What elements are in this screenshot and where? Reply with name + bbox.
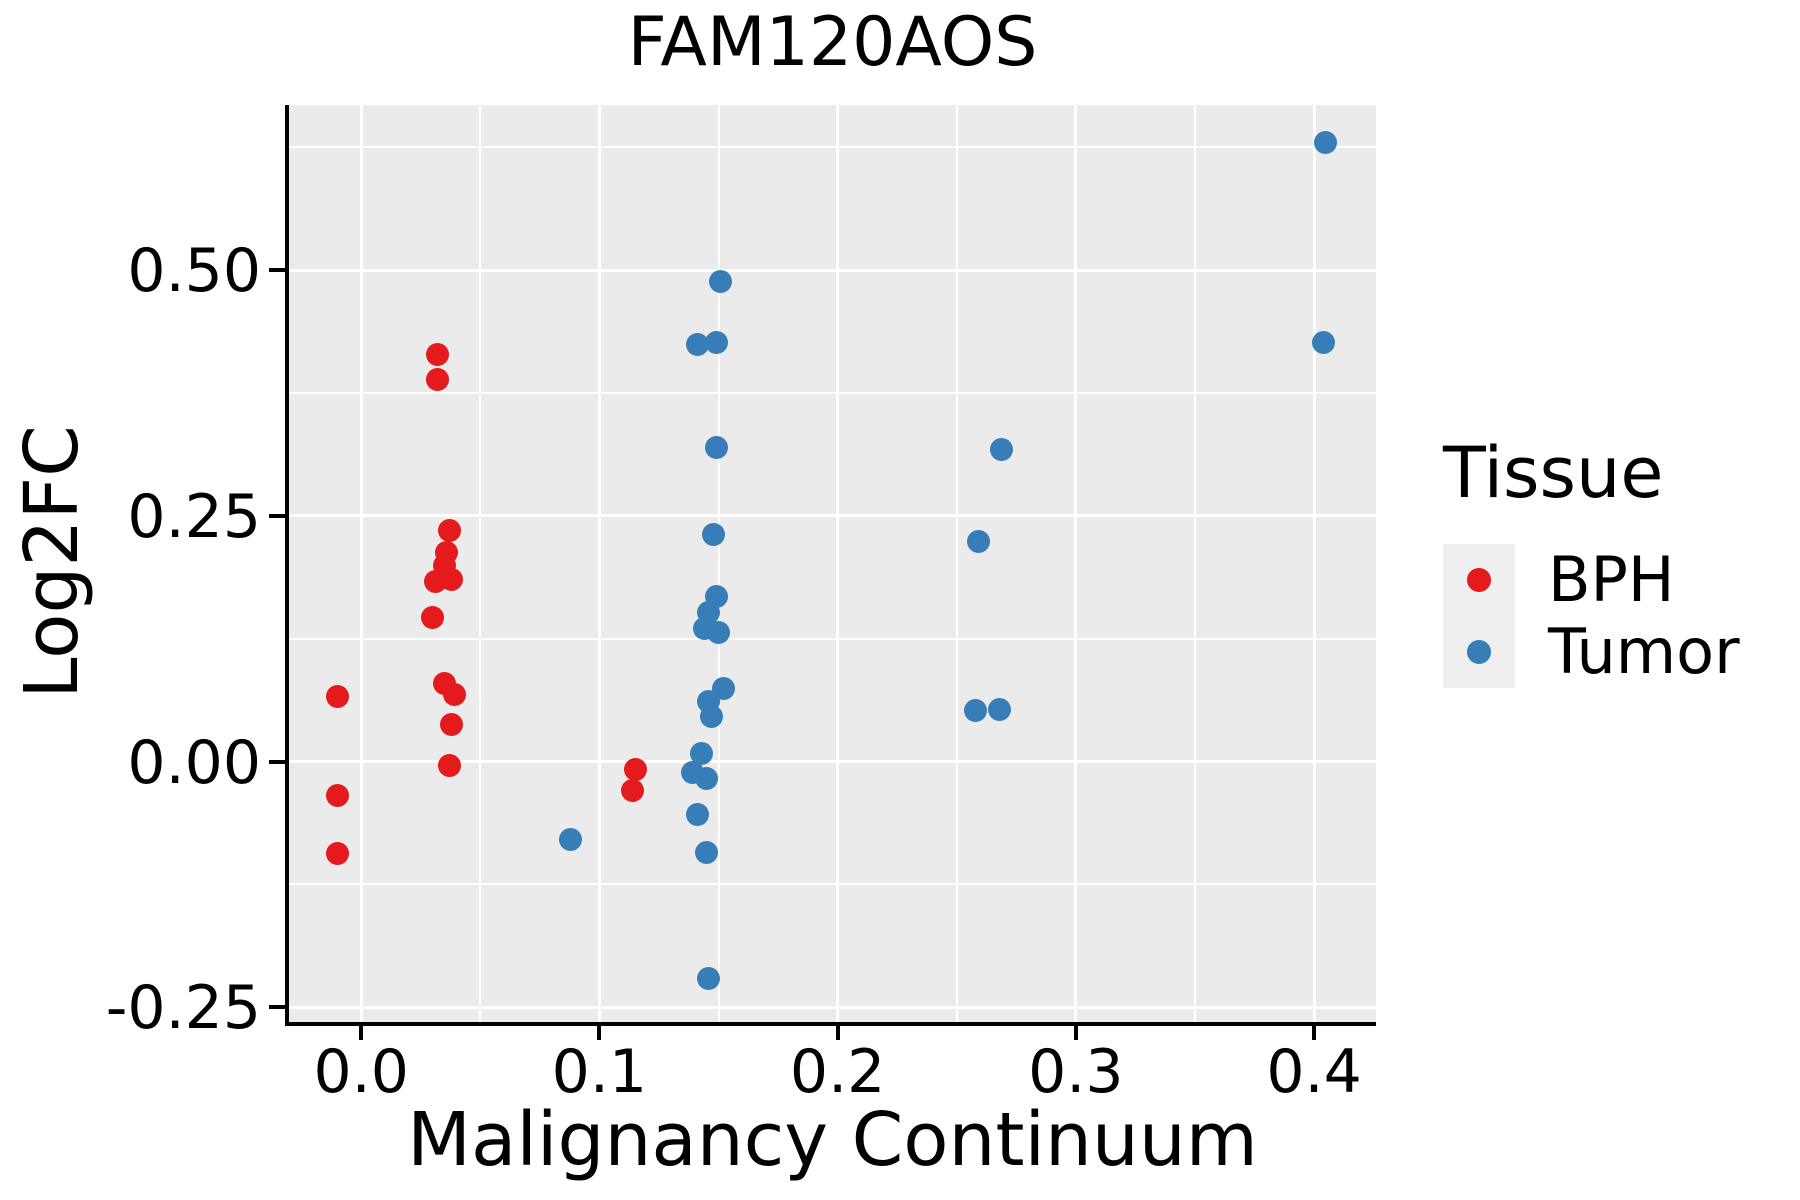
- y-tick-mark: [269, 1005, 285, 1010]
- gridline-x-major: [359, 105, 363, 1022]
- point-bph: [437, 519, 461, 543]
- point-bph: [440, 568, 464, 592]
- y-tick-mark: [269, 268, 285, 273]
- gridline-x-major: [597, 105, 601, 1022]
- point-bph: [425, 343, 449, 367]
- point-tumor: [964, 698, 988, 722]
- gridline-x-minor: [479, 105, 482, 1022]
- point-bph: [425, 367, 449, 391]
- chart-title: FAM120AOS: [627, 3, 1038, 82]
- legend-label: Tumor: [1548, 615, 1740, 688]
- point-tumor: [966, 529, 990, 553]
- gridline-x-major: [1074, 105, 1078, 1022]
- point-tumor: [990, 438, 1014, 462]
- legend-key-swatch: [1443, 616, 1515, 688]
- point-tumor: [704, 435, 728, 459]
- point-tumor: [988, 697, 1012, 721]
- gridline-x-minor: [1193, 105, 1196, 1022]
- point-bph: [325, 685, 349, 709]
- gridline-y-major: [289, 268, 1376, 272]
- point-bph: [623, 757, 647, 781]
- x-axis-title: Malignancy Continuum: [407, 1097, 1258, 1183]
- x-tick-label: 0.3: [1028, 1037, 1124, 1107]
- y-tick-mark: [269, 759, 285, 764]
- legend-dot-icon: [1467, 640, 1491, 664]
- y-axis-line: [285, 105, 289, 1026]
- point-tumor: [702, 523, 726, 546]
- y-tick-label: 0.00: [127, 727, 261, 798]
- gridline-x-minor: [717, 105, 720, 1022]
- point-bph: [440, 712, 464, 736]
- legend-dot-icon: [1467, 568, 1491, 592]
- point-tumor: [707, 621, 730, 645]
- x-tick-mark: [1312, 1026, 1317, 1040]
- plot-panel: [289, 105, 1376, 1022]
- point-tumor: [704, 331, 728, 355]
- x-tick-label: 0.2: [789, 1037, 886, 1107]
- legend-item-bph: BPH: [1443, 544, 1793, 616]
- point-tumor: [685, 333, 709, 357]
- x-axis-line: [285, 1022, 1376, 1026]
- gridline-y-major: [289, 760, 1376, 764]
- point-bph: [442, 683, 466, 707]
- point-tumor: [709, 270, 733, 294]
- x-tick-label: 0.4: [1266, 1037, 1362, 1107]
- point-tumor: [1312, 331, 1336, 355]
- y-tick-label: 0.50: [127, 236, 261, 307]
- point-bph: [325, 784, 349, 808]
- legend-key-swatch: [1443, 544, 1515, 616]
- x-tick-mark: [1073, 1026, 1078, 1040]
- x-tick-mark: [359, 1026, 364, 1040]
- legend: Tissue BPH Tumor: [1443, 438, 1793, 688]
- x-tick-label: 0.1: [551, 1037, 648, 1107]
- legend-item-tumor: Tumor: [1443, 616, 1793, 688]
- y-tick-label: 0.25: [127, 481, 261, 552]
- y-tick-mark: [269, 513, 285, 518]
- legend-title: Tissue: [1443, 432, 1664, 514]
- point-bph: [437, 753, 461, 777]
- point-tumor: [699, 704, 723, 728]
- gridline-x-major: [836, 105, 840, 1022]
- legend-keys: BPH Tumor: [1443, 544, 1793, 688]
- point-tumor: [559, 827, 583, 851]
- gridline-y-minor: [289, 146, 1376, 149]
- point-tumor: [695, 841, 719, 865]
- point-bph: [621, 778, 645, 802]
- point-tumor: [690, 742, 714, 766]
- point-bph: [421, 605, 445, 629]
- y-axis-title: Log2FC: [9, 425, 95, 699]
- x-tick-mark: [835, 1026, 840, 1040]
- x-tick-mark: [597, 1026, 602, 1040]
- gridline-y-minor: [289, 637, 1376, 640]
- gridline-y-minor: [289, 883, 1376, 886]
- x-tick-label: 0.0: [313, 1037, 409, 1107]
- gridline-y-major: [289, 514, 1376, 518]
- point-tumor: [697, 967, 721, 991]
- gridline-y-minor: [289, 391, 1376, 394]
- legend-label: BPH: [1548, 543, 1675, 616]
- y-tick-label: -0.25: [105, 973, 261, 1044]
- point-tumor: [695, 766, 719, 790]
- gridline-x-minor: [955, 105, 958, 1022]
- gridline-x-major: [1312, 105, 1316, 1022]
- gridline-y-major: [289, 1005, 1376, 1009]
- point-tumor: [1314, 130, 1338, 154]
- point-bph: [325, 842, 349, 866]
- point-tumor: [685, 803, 709, 827]
